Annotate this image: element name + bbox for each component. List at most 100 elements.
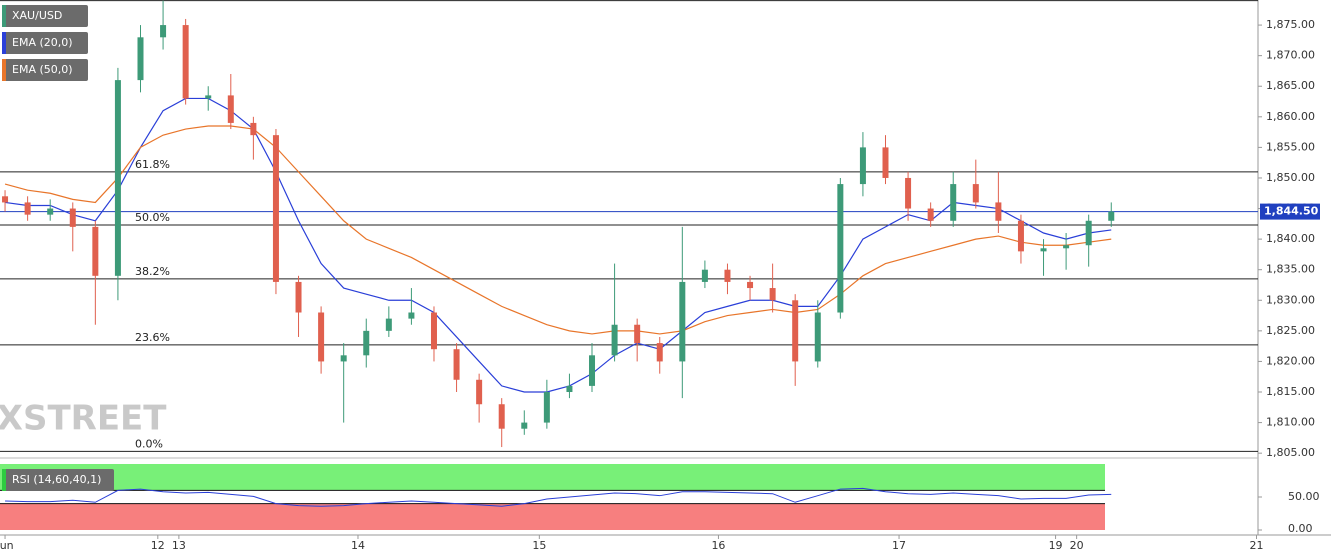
y-tick-label: 1,820.00: [1266, 354, 1315, 367]
fib-label: 0.0%: [135, 437, 163, 450]
candle-body: [543, 392, 550, 423]
last-price-label: 1,844.50: [1264, 205, 1319, 218]
watermark: FXSTREET: [0, 399, 167, 439]
y-tick-label: 1,850.00: [1266, 171, 1315, 184]
rsi-title: RSI (14,60,40,1): [12, 473, 101, 486]
x-tick-label: 15: [532, 539, 546, 552]
y-tick-label: 1,840.00: [1266, 232, 1315, 245]
candle-body: [634, 324, 641, 344]
candle-body: [160, 25, 167, 38]
candle-body: [498, 404, 505, 429]
candle-body: [318, 312, 325, 362]
candle-body: [792, 300, 799, 362]
overbought-zone: [0, 464, 1105, 491]
ema-line: [4, 125, 1112, 335]
x-tick-label: 14: [351, 539, 365, 552]
candle-body: [182, 25, 189, 99]
candle-body: [227, 95, 234, 123]
legend-box: [2, 5, 88, 27]
x-tick-label: 21: [1249, 539, 1263, 552]
candle-body: [1017, 220, 1024, 252]
oversold-zone: [0, 503, 1105, 530]
candle-body: [137, 37, 144, 81]
candle-body: [859, 147, 866, 185]
y-tick-label: 1,855.00: [1266, 140, 1315, 153]
candle-body: [679, 281, 686, 362]
y-tick-label: 1,805.00: [1266, 446, 1315, 459]
x-tick-label: 19: [1049, 539, 1063, 552]
candle-body: [47, 208, 54, 215]
x-tick-label: 12: [151, 539, 165, 552]
candle-body: [837, 184, 844, 313]
rsi-line: [5, 487, 1112, 507]
y-tick-label: 1,875.00: [1266, 18, 1315, 31]
candle-body: [521, 422, 528, 429]
y-tick-label: 0.00: [1288, 522, 1313, 535]
y-tick-label: 1,870.00: [1266, 49, 1315, 62]
legend-label: EMA (20,0): [12, 36, 73, 49]
candle-body: [566, 385, 573, 393]
candle-body: [995, 202, 1002, 221]
legend-box: [2, 469, 114, 491]
candle-body: [430, 312, 437, 350]
candle-body: [1108, 211, 1115, 221]
candle-body: [724, 269, 731, 282]
candle-body: [656, 343, 663, 362]
y-tick-label: 1,825.00: [1266, 324, 1315, 337]
candle-body: [882, 147, 889, 178]
legend-swatch: [2, 5, 6, 27]
candle-body: [927, 208, 934, 221]
candle-body: [114, 80, 121, 276]
y-tick-label: 1,860.00: [1266, 110, 1315, 123]
candle-body: [340, 355, 347, 362]
candle-body: [950, 184, 957, 221]
y-tick-label: 1,830.00: [1266, 293, 1315, 306]
candle-body: [272, 135, 279, 282]
candle-body: [589, 355, 596, 386]
candle-body: [1040, 248, 1047, 252]
candle-body: [408, 312, 415, 319]
y-tick-label: 1,815.00: [1266, 385, 1315, 398]
candle-body: [385, 318, 392, 331]
x-tick-label: 20: [1070, 539, 1084, 552]
candle-body: [1085, 220, 1092, 246]
last-price-box: [1260, 203, 1320, 220]
x-tick-label: 13: [172, 539, 186, 552]
candle-body: [92, 226, 99, 276]
fib-label: 61.8%: [135, 158, 170, 171]
legend-box: [2, 59, 88, 81]
legend-label: EMA (50,0): [12, 63, 73, 76]
candle-body: [363, 330, 370, 356]
fib-label: 38.2%: [135, 265, 170, 278]
candle-body: [814, 312, 821, 362]
legend-swatch: [2, 59, 6, 81]
candle-body: [769, 288, 776, 301]
candle-body: [972, 184, 979, 203]
legend-label: XAU/USD: [12, 9, 62, 22]
y-tick-label: 1,865.00: [1266, 79, 1315, 92]
y-tick-label: 50.00: [1288, 490, 1320, 503]
x-tick-label: 17: [892, 539, 906, 552]
candle-body: [69, 208, 76, 227]
candle-body: [905, 177, 912, 209]
candle-body: [1063, 245, 1070, 249]
candle-body: [453, 349, 460, 380]
legend-swatch: [2, 469, 6, 491]
candle-body: [205, 95, 212, 99]
fib-label: 23.6%: [135, 331, 170, 344]
candle-body: [295, 281, 302, 313]
legend-box: [2, 32, 88, 54]
legend-swatch: [2, 32, 6, 54]
candle-body: [476, 379, 483, 405]
y-tick-label: 1,810.00: [1266, 416, 1315, 429]
candle-body: [611, 324, 618, 356]
ema-line: [4, 97, 1112, 393]
fib-label: 50.0%: [135, 211, 170, 224]
candle-body: [701, 269, 708, 282]
candle-body: [2, 196, 9, 203]
candle-body: [24, 202, 31, 215]
candle-body: [747, 281, 754, 289]
y-tick-label: 1,835.00: [1266, 263, 1315, 276]
x-tick-label: Jun: [0, 539, 14, 552]
